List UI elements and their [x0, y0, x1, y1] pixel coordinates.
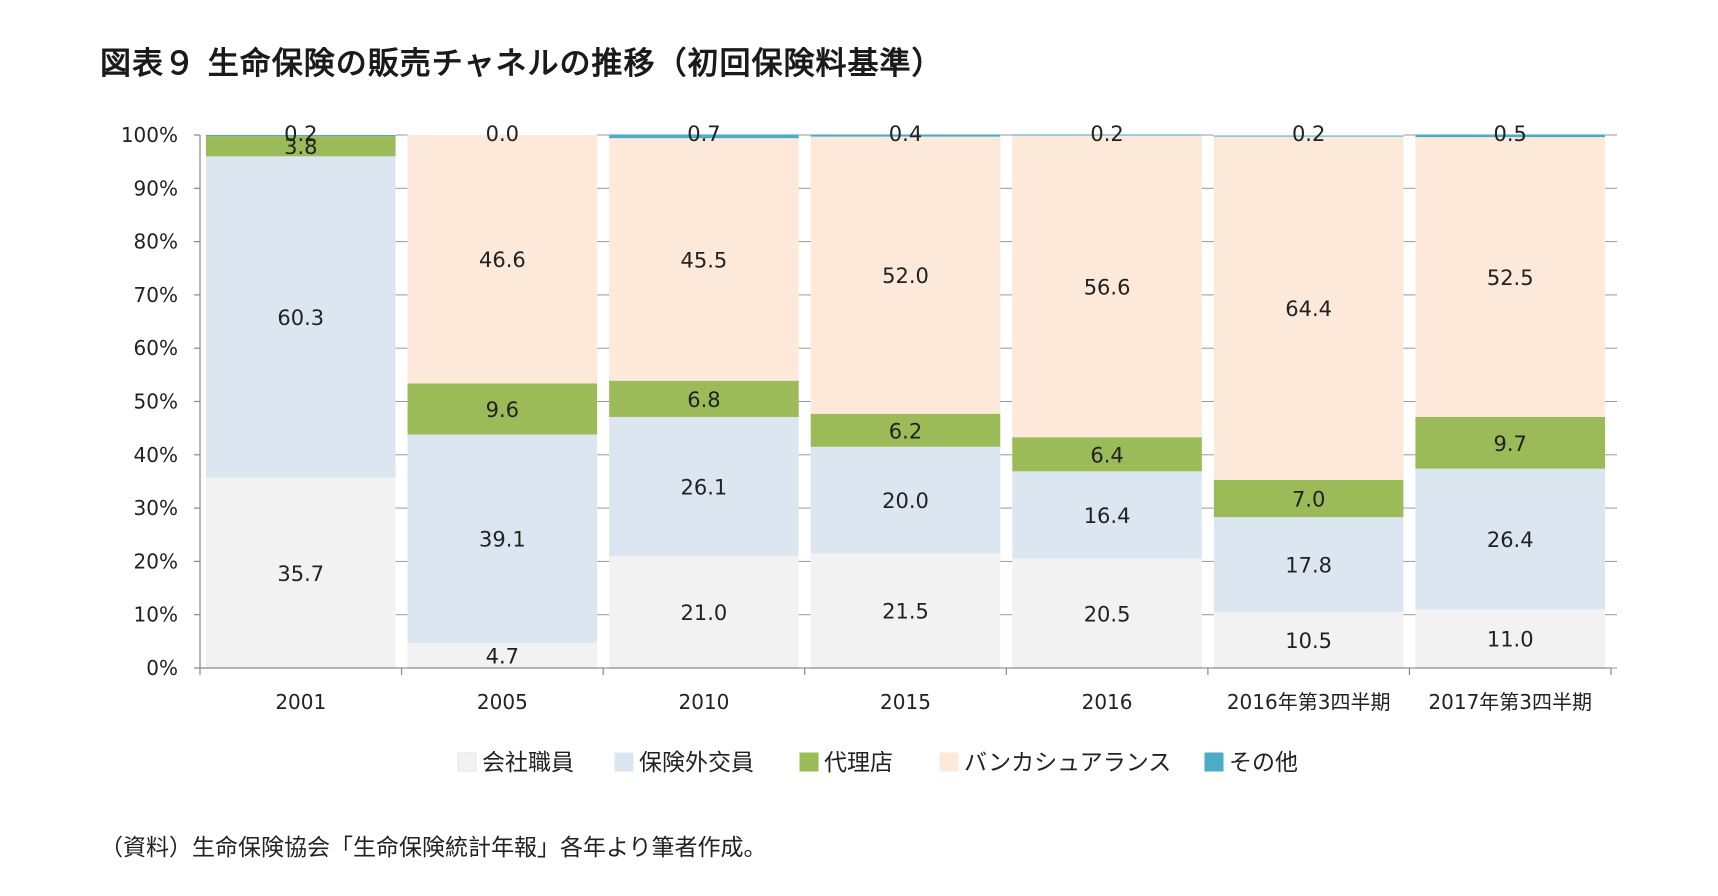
y-tick-label: 60% — [134, 336, 178, 360]
bar-2-1 — [407, 383, 598, 435]
y-tick-label: 40% — [134, 443, 178, 467]
data-label-2-0: 3.8 — [284, 135, 317, 159]
bar-1-3 — [810, 446, 1001, 554]
y-tick-label: 90% — [134, 176, 178, 200]
bar-1-6 — [1415, 468, 1605, 610]
data-label-4-6: 0.5 — [1494, 122, 1527, 146]
bar-0-3 — [810, 553, 1001, 668]
bar-1-0 — [206, 156, 396, 478]
bar-2-4 — [1012, 437, 1202, 472]
data-label-4-2: 0.7 — [687, 122, 720, 146]
legend-swatch-0 — [457, 752, 477, 772]
x-tick-label: 2015 — [880, 690, 931, 714]
data-label-2-6: 9.7 — [1494, 432, 1527, 456]
data-label-3-5: 64.4 — [1285, 297, 1332, 321]
bar-1-4 — [1012, 471, 1202, 559]
data-label-3-6: 52.5 — [1487, 266, 1534, 290]
legend-label-4: その他 — [1229, 750, 1298, 776]
y-tick-label: 50% — [134, 390, 178, 414]
bar-4-6 — [1415, 134, 1605, 138]
x-tick-label: 2001 — [275, 690, 326, 714]
data-label-4-1: 0.0 — [486, 122, 519, 146]
data-label-1-2: 26.1 — [681, 476, 728, 500]
data-label-1-0: 60.3 — [277, 306, 324, 330]
data-label-3-2: 45.5 — [681, 248, 728, 272]
bar-0-4 — [1012, 558, 1202, 668]
data-label-2-1: 9.6 — [486, 398, 519, 422]
data-label-1-1: 39.1 — [479, 528, 526, 552]
data-label-0-3: 21.5 — [882, 600, 929, 624]
bar-3-2 — [609, 138, 799, 381]
data-label-1-6: 26.4 — [1487, 528, 1534, 552]
chart-title: 図表９ 生命保険の販売チャネルの推移（初回保険料基準） — [100, 46, 944, 82]
legend-swatch-3 — [939, 752, 959, 772]
bar-0-0 — [206, 477, 396, 668]
y-tick-label: 10% — [134, 603, 178, 627]
legend-swatch-2 — [799, 752, 819, 772]
bar-3-1 — [407, 135, 598, 384]
bar-0-1 — [407, 642, 598, 668]
data-label-3-3: 52.0 — [882, 264, 929, 288]
legend-swatch-1 — [614, 752, 634, 772]
bar-3-3 — [810, 136, 1001, 414]
data-label-4-3: 0.4 — [889, 122, 922, 146]
data-label-2-3: 6.2 — [889, 419, 922, 443]
bar-4-5 — [1213, 135, 1404, 137]
bar-0-2 — [609, 556, 799, 668]
data-label-0-4: 20.5 — [1084, 602, 1131, 626]
bar-4-3 — [810, 134, 1001, 137]
bar-2-3 — [810, 413, 1001, 447]
data-label-2-4: 6.4 — [1090, 443, 1123, 467]
data-label-2-2: 6.8 — [687, 388, 720, 412]
bar-4-2 — [609, 134, 799, 139]
data-label-3-4: 56.6 — [1084, 275, 1131, 299]
bar-2-0 — [206, 136, 396, 157]
bar-1-2 — [609, 416, 799, 557]
bar-1-1 — [407, 434, 598, 643]
bar-3-4 — [1012, 135, 1202, 438]
y-tick-label: 70% — [134, 283, 178, 307]
x-tick-label: 2016 — [1082, 690, 1133, 714]
data-label-4-5: 0.2 — [1292, 122, 1325, 146]
data-label-0-6: 11.0 — [1487, 628, 1534, 652]
y-tick-label: 80% — [134, 230, 178, 254]
bar-4-0 — [206, 135, 396, 137]
data-label-1-5: 17.8 — [1285, 554, 1332, 578]
data-label-0-1: 4.7 — [486, 644, 519, 668]
y-tick-label: 100% — [121, 123, 178, 147]
x-tick-label: 2017年第3四半期 — [1428, 690, 1592, 714]
bar-1-5 — [1213, 517, 1404, 613]
data-label-1-4: 16.4 — [1084, 504, 1131, 528]
bar-2-5 — [1213, 479, 1404, 518]
legend-swatch-4 — [1204, 752, 1224, 772]
legend-label-1: 保険外交員 — [639, 750, 754, 776]
data-label-0-5: 10.5 — [1285, 629, 1332, 653]
data-label-3-1: 46.6 — [479, 248, 526, 272]
data-label-1-3: 20.0 — [882, 489, 929, 513]
bar-2-6 — [1415, 416, 1605, 469]
data-label-4-0: 0.2 — [284, 122, 317, 146]
bar-2-2 — [609, 380, 799, 417]
data-label-4-4: 0.2 — [1090, 122, 1123, 146]
bar-0-5 — [1213, 612, 1404, 668]
source-note: （資料）生命保険協会「生命保険統計年報」各年より筆者作成。 — [100, 835, 767, 861]
bar-0-6 — [1415, 609, 1605, 668]
x-tick-label: 2016年第3四半期 — [1227, 690, 1391, 714]
legend-label-3: バンカシュアランス — [964, 750, 1171, 776]
y-tick-label: 30% — [134, 496, 178, 520]
bar-4-4 — [1012, 134, 1202, 136]
data-label-2-5: 7.0 — [1292, 488, 1325, 512]
data-label-0-2: 21.0 — [681, 601, 728, 625]
legend-label-0: 会社職員 — [482, 750, 574, 776]
y-tick-label: 20% — [134, 549, 178, 573]
bar-3-6 — [1415, 137, 1605, 417]
data-label-0-0: 35.7 — [277, 562, 324, 586]
x-tick-label: 2010 — [678, 690, 729, 714]
x-tick-label: 2005 — [477, 690, 528, 714]
bar-3-5 — [1213, 136, 1404, 480]
y-tick-label: 0% — [146, 656, 178, 680]
legend-label-2: 代理店 — [824, 750, 893, 776]
